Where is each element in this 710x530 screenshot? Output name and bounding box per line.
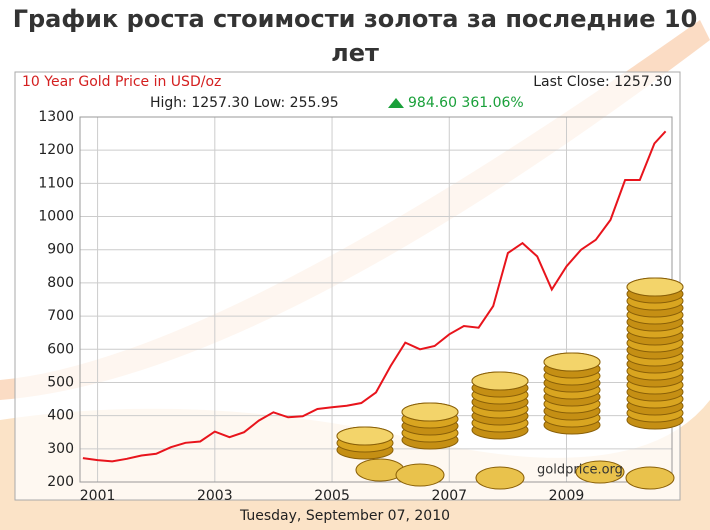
y-tick-label: 1000 [38, 209, 74, 225]
coin-top [543, 352, 601, 372]
coin [395, 463, 445, 487]
y-tick-label: 900 [47, 242, 74, 258]
coin-top [336, 426, 394, 446]
x-tick-label: 2003 [197, 488, 233, 504]
y-tick-label: 300 [47, 441, 74, 457]
y-tick-label: 1100 [38, 175, 74, 191]
date: Tuesday, September 07, 2010 [239, 508, 450, 524]
y-tick-label: 600 [47, 341, 74, 357]
coin [475, 466, 525, 490]
x-tick-label: 2009 [549, 488, 585, 504]
y-tick-label: 700 [47, 308, 74, 324]
last-close: Last Close: 1257.30 [533, 74, 672, 90]
coin-top [471, 371, 529, 391]
coin-top [401, 402, 459, 422]
y-tick-label: 1300 [38, 109, 74, 125]
y-tick-label: 400 [47, 408, 74, 424]
y-tick-label: 800 [47, 275, 74, 291]
x-tick-label: 2007 [431, 488, 467, 504]
coin-top [626, 277, 684, 297]
coins [336, 277, 684, 490]
price-line [82, 130, 667, 463]
coin [575, 460, 625, 484]
watermark: goldprice.org [537, 463, 623, 478]
y-tick-label: 200 [47, 474, 74, 490]
change: 984.60 361.06% [408, 95, 524, 111]
coin [625, 466, 675, 490]
x-tick-label: 2005 [314, 488, 350, 504]
y-tick-label: 500 [47, 374, 74, 390]
high-low: High: 1257.30 Low: 255.95 [150, 95, 339, 111]
up-arrow [388, 98, 404, 108]
page-title: График роста стоимости золота за последн… [12, 5, 698, 67]
chart-title: 10 Year Gold Price in USD/oz [22, 74, 221, 90]
x-tick-label: 2001 [80, 488, 116, 504]
y-tick-label: 1200 [38, 142, 74, 158]
